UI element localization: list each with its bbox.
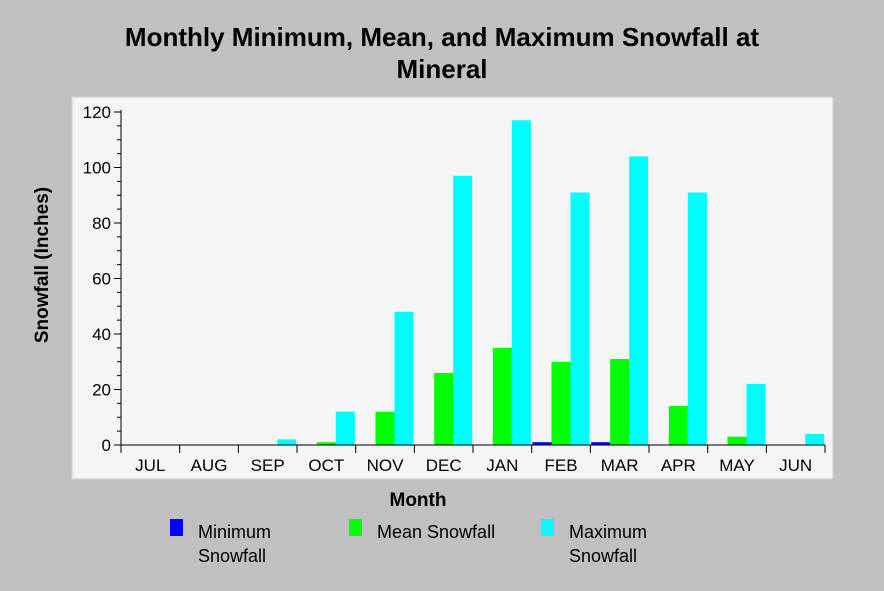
bar-jan-series-2 (511, 120, 531, 446)
bar-jan-series-1 (492, 347, 512, 445)
axes-group: 0 20 40 60 80 100 120 JUL AUG SEP OCT NOV DEC JAN FEB M… (83, 103, 826, 475)
chart-title-line-2: Mineral (396, 54, 487, 84)
x-tick-label: DEC (426, 456, 462, 475)
bars-group (277, 120, 825, 446)
x-tick-label: AUG (191, 456, 228, 475)
x-tick-label: NOV (367, 456, 405, 475)
legend-swatch (349, 519, 362, 536)
x-tick-label: JUL (135, 456, 165, 475)
x-tick-label: MAY (719, 456, 755, 475)
chart-title-line-1: Monthly Minimum, Mean, and Maximum Snowf… (125, 22, 759, 52)
x-tick-label: SEP (251, 456, 285, 475)
y-tick-label: 60 (92, 270, 111, 289)
bar-may-series-2 (746, 383, 766, 445)
x-tick-label: APR (661, 456, 696, 475)
y-tick-label: 40 (92, 325, 111, 344)
bar-mar-series-1 (610, 359, 630, 445)
x-tick-label: FEB (544, 456, 577, 475)
legend-swatch (170, 519, 183, 536)
bar-dec-series-1 (434, 372, 454, 445)
y-tick-label: 80 (92, 214, 111, 233)
y-tick-label: 0 (102, 436, 111, 455)
bar-feb-series-1 (551, 361, 571, 446)
bar-mar-series-2 (629, 156, 649, 445)
bar-oct-series-1 (316, 442, 336, 445)
bar-nov-series-1 (375, 411, 395, 445)
x-tick-label: MAR (601, 456, 639, 475)
legend-swatch (541, 519, 554, 536)
x-tick-label: JUN (779, 456, 812, 475)
y-axis-title: Snowfall (Inches) (32, 187, 53, 343)
bar-mar-series-0 (591, 442, 611, 445)
bar-sep-series-2 (277, 439, 297, 445)
x-tick-label: JAN (486, 456, 518, 475)
bar-nov-series-2 (394, 311, 414, 445)
y-tick-label: 20 (92, 381, 111, 400)
bar-dec-series-2 (453, 175, 473, 446)
legend: Minimum Snowfall Mean Snowfall Maximum Snowf… (170, 519, 647, 566)
legend-label: Snowfall (569, 546, 637, 566)
y-tick-label: 120 (83, 103, 111, 122)
x-tick-label: OCT (308, 456, 344, 475)
bar-jun-series-2 (805, 433, 825, 445)
y-tick-label: 100 (83, 159, 111, 178)
bar-oct-series-2 (335, 411, 355, 445)
bar-feb-series-0 (532, 442, 552, 445)
legend-label: Minimum (198, 522, 271, 542)
legend-label: Maximum (569, 522, 647, 542)
bar-may-series-1 (727, 436, 747, 445)
legend-label: Snowfall (198, 546, 266, 566)
legend-label: Mean Snowfall (377, 522, 495, 542)
bar-apr-series-1 (668, 406, 688, 445)
x-axis-title: Month (390, 490, 447, 511)
bar-feb-series-2 (570, 192, 590, 445)
bar-apr-series-2 (687, 192, 707, 445)
